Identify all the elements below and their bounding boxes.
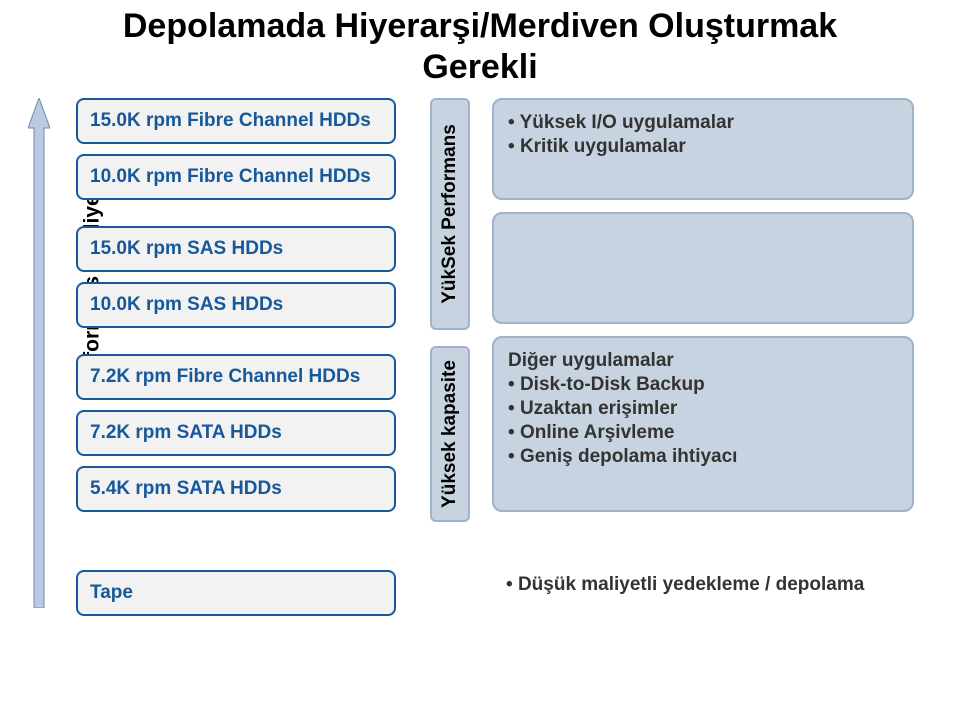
right-bottom-item: Düşük maliyetli yedekleme / depolama (506, 574, 900, 596)
hdd-group-mid: 15.0K rpm SAS HDDs 10.0K rpm SAS HDDs (76, 226, 396, 328)
right-box (492, 212, 914, 324)
tape-label: Tape (90, 582, 133, 604)
hdd-box: 7.2K rpm Fibre Channel HDDs (76, 354, 396, 400)
hdd-column: 15.0K rpm Fibre Channel HDDs 10.0K rpm Fi… (76, 98, 396, 512)
right-bottom-note: Düşük maliyetli yedekleme / depolama (492, 570, 914, 600)
hdd-box: 5.4K rpm SATA HDDs (76, 466, 396, 512)
right-box-item: Yüksek I/O uygulamalar (508, 112, 898, 134)
hdd-group-top: 15.0K rpm Fibre Channel HDDs 10.0K rpm Fi… (76, 98, 396, 200)
right-box-item: Disk-to-Disk Backup (508, 374, 898, 396)
mid-label-performance: YükSek Performans (430, 98, 470, 330)
hdd-box: 7.2K rpm SATA HDDs (76, 410, 396, 456)
hdd-box: 15.0K rpm SAS HDDs (76, 226, 396, 272)
right-box-item: Diğer uygulamalar (508, 350, 898, 372)
y-axis-arrow (28, 98, 50, 608)
right-box: Yüksek I/O uygulamalarKritik uygulamalar (492, 98, 914, 200)
mid-label-capacity-text: Yüksek kapasite (439, 360, 461, 508)
title-line1: Depolamada Hiyerarşi/Merdiven Oluşturmak (123, 7, 837, 45)
right-box-item: Geniş depolama ihtiyacı (508, 446, 898, 468)
hdd-box: 15.0K rpm Fibre Channel HDDs (76, 98, 396, 144)
tape-box: Tape (76, 570, 396, 616)
page-title: Depolamada Hiyerarşi/Merdiven Oluşturmak… (0, 0, 960, 98)
middle-column: YükSek Performans Yüksek kapasite (420, 98, 480, 558)
right-box: Diğer uygulamalarDisk-to-Disk BackupUzak… (492, 336, 914, 512)
mid-label-performance-text: YükSek Performans (439, 124, 461, 304)
right-box-item: Online Arşivleme (508, 422, 898, 444)
right-column: Yüksek I/O uygulamalarKritik uygulamalar… (492, 98, 914, 512)
hdd-box: 10.0K rpm Fibre Channel HDDs (76, 154, 396, 200)
right-box-item: Kritik uygulamalar (508, 136, 898, 158)
hdd-group-bot: 7.2K rpm Fibre Channel HDDs 7.2K rpm SATA… (76, 354, 396, 512)
title-line2: Gerekli (422, 48, 537, 86)
hdd-box: 10.0K rpm SAS HDDs (76, 282, 396, 328)
arrow-shape (28, 98, 50, 608)
diagram-content: Performans / Maliyet 15.0K rpm Fibre Cha… (0, 98, 960, 658)
right-box-item: Uzaktan erişimler (508, 398, 898, 420)
mid-label-capacity: Yüksek kapasite (430, 346, 470, 522)
